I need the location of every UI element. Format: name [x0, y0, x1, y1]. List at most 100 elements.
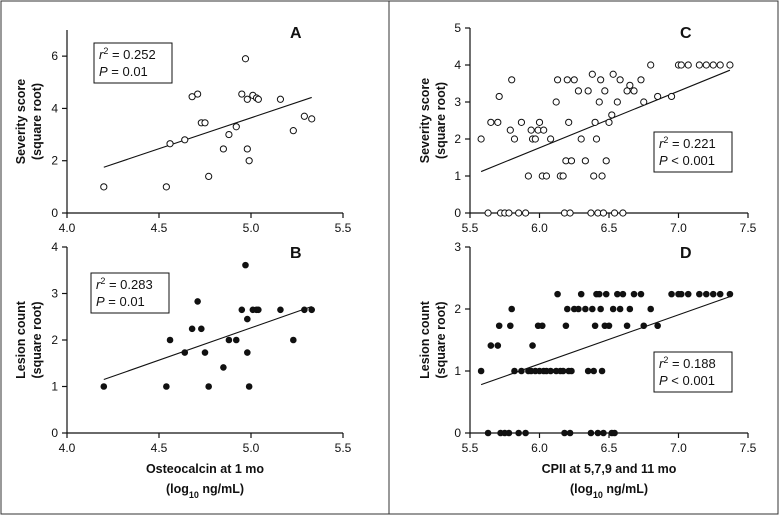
data-point	[484, 429, 492, 437]
data-point	[702, 61, 710, 69]
x-tick-label: 5.5	[335, 221, 352, 235]
data-point	[508, 76, 516, 84]
data-point	[559, 172, 567, 180]
p-value-label: P = 0.01	[99, 64, 148, 79]
data-point	[726, 61, 734, 69]
x-tick-label: 6.5	[601, 441, 618, 455]
data-point	[166, 140, 174, 148]
y-tick-label: 4	[51, 240, 58, 254]
panel-letter: B	[290, 245, 302, 262]
data-point	[163, 383, 170, 390]
data-point	[591, 322, 599, 330]
data-point	[561, 429, 568, 437]
data-point	[554, 290, 561, 298]
data-point	[487, 342, 495, 349]
data-point	[562, 322, 570, 330]
data-point	[300, 112, 308, 120]
data-point	[220, 364, 227, 371]
data-point	[162, 183, 170, 191]
data-point	[245, 383, 253, 390]
regression-line	[103, 96, 312, 168]
y-tick-label: 3	[51, 287, 58, 301]
data-point	[716, 61, 724, 69]
x-tick-label: 4.5	[151, 221, 168, 235]
data-point	[166, 336, 174, 344]
y-tick-label: 3	[454, 95, 461, 109]
data-point	[587, 209, 595, 217]
data-point	[619, 290, 627, 298]
data-point	[522, 429, 529, 437]
data-point	[654, 322, 661, 330]
data-point	[529, 342, 536, 349]
y-tick-label: 2	[454, 302, 461, 316]
data-point	[667, 92, 676, 101]
data-point	[589, 305, 596, 313]
data-point	[508, 305, 516, 313]
data-point	[201, 349, 209, 356]
data-point	[531, 135, 539, 143]
p-value-label: P < 0.001	[659, 153, 715, 168]
data-point	[592, 135, 601, 143]
data-point	[505, 209, 513, 217]
data-point	[684, 290, 692, 298]
data-point	[181, 349, 189, 356]
data-point	[630, 87, 638, 95]
data-point	[547, 367, 554, 375]
data-point	[477, 367, 485, 375]
x-tick-label: 7.0	[670, 441, 687, 455]
data-point	[654, 92, 662, 101]
data-point	[613, 98, 621, 106]
data-point	[595, 290, 603, 298]
x-tick-label: 7.0	[670, 221, 687, 235]
data-point	[242, 261, 249, 269]
data-point	[100, 383, 108, 390]
data-point	[595, 98, 603, 106]
panel-letter: D	[680, 245, 692, 262]
data-point	[225, 130, 233, 139]
data-point	[188, 325, 196, 333]
data-point	[597, 76, 605, 84]
data-point	[609, 305, 617, 313]
data-point	[647, 61, 655, 69]
data-point	[610, 209, 619, 217]
y-axis-label: Severity score	[418, 78, 432, 164]
data-point	[238, 90, 246, 98]
y-axis-label: (square root)	[30, 83, 44, 160]
data-point	[243, 95, 251, 103]
data-point	[219, 145, 227, 153]
data-point	[668, 290, 675, 298]
data-point	[587, 429, 595, 437]
data-point	[608, 111, 616, 119]
panel-b: 4.0 4.5 5.0 5.5 0 1 2 3 4 Lesion count (square roo…	[14, 240, 352, 500]
data-point	[602, 157, 610, 165]
y-tick-label: 1	[51, 380, 58, 394]
data-point	[510, 135, 519, 143]
y-tick-label: 4	[51, 101, 58, 115]
r-squared-label: r2 = 0.221	[659, 135, 716, 151]
data-point	[232, 123, 240, 131]
regression-line	[103, 306, 312, 381]
data-point	[542, 172, 551, 180]
data-point	[241, 55, 250, 63]
x-axis-label-units: (log10 ng/mL)	[570, 482, 648, 500]
data-point	[637, 76, 645, 84]
data-point	[599, 209, 608, 217]
data-point	[684, 61, 692, 69]
data-point	[518, 367, 525, 375]
data-point	[600, 429, 607, 437]
data-point	[245, 157, 253, 165]
data-point	[577, 290, 585, 298]
data-point	[477, 135, 485, 143]
data-point	[194, 298, 201, 305]
data-point	[535, 118, 544, 126]
data-point	[570, 76, 578, 84]
x-tick-label: 4.0	[59, 221, 76, 235]
data-point	[243, 145, 251, 153]
data-point	[601, 87, 609, 95]
data-point	[590, 367, 598, 375]
data-point	[623, 322, 631, 330]
panel-letter: A	[290, 25, 302, 42]
x-tick-label: 5.0	[243, 441, 260, 455]
data-point	[522, 209, 530, 217]
